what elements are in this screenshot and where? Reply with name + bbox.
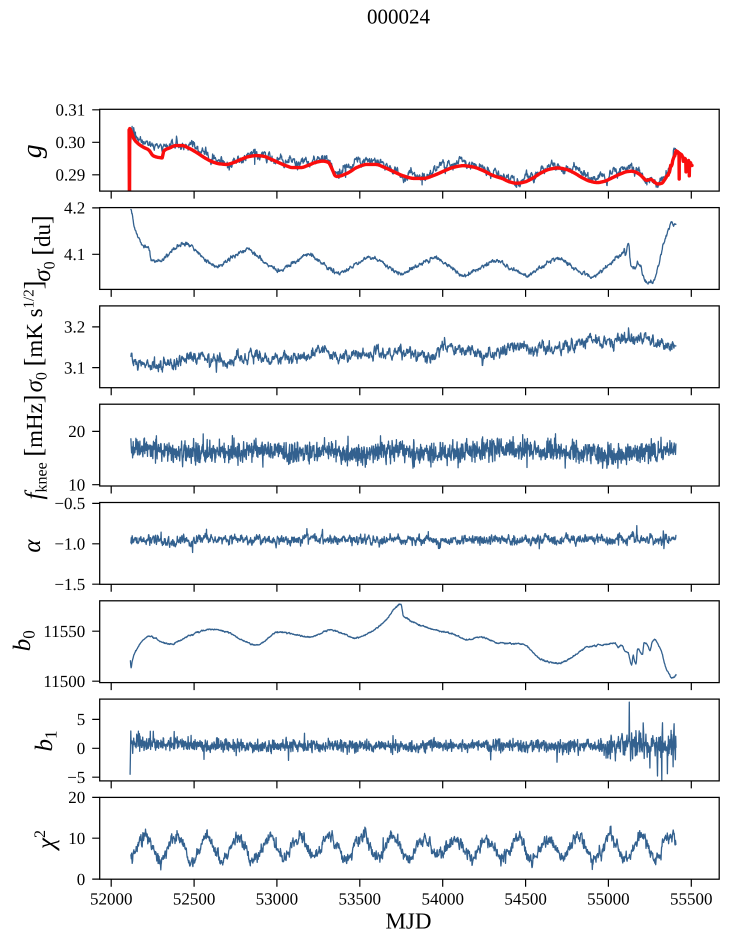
svg-text:53500: 53500 — [339, 889, 382, 908]
svg-text:52000: 52000 — [90, 889, 133, 908]
svg-text:g: g — [17, 144, 48, 158]
svg-text:53000: 53000 — [256, 889, 299, 908]
svg-text:20: 20 — [68, 422, 85, 441]
svg-text:55500: 55500 — [670, 889, 713, 908]
svg-text:MJD: MJD — [385, 909, 431, 934]
svg-text:−5: −5 — [67, 768, 85, 787]
svg-text:b0: b0 — [9, 630, 39, 651]
svg-text:55000: 55000 — [587, 889, 630, 908]
svg-text:0.29: 0.29 — [56, 166, 86, 185]
svg-text:σ0 [mK s1/2]: σ0 [mK s1/2] — [19, 281, 51, 393]
svg-text:000024: 000024 — [367, 5, 431, 29]
svg-text:3.1: 3.1 — [64, 358, 85, 377]
svg-text:54500: 54500 — [504, 889, 547, 908]
svg-text:5: 5 — [77, 710, 86, 729]
svg-text:−0.5: −0.5 — [54, 494, 85, 513]
svg-text:−1.5: −1.5 — [54, 575, 85, 594]
svg-text:0.30: 0.30 — [56, 133, 86, 152]
svg-text:52500: 52500 — [173, 889, 216, 908]
svg-text:11550: 11550 — [43, 622, 85, 641]
svg-text:4.2: 4.2 — [64, 199, 85, 218]
svg-text:10: 10 — [68, 829, 85, 848]
svg-text:10: 10 — [68, 475, 85, 494]
svg-text:54000: 54000 — [421, 889, 464, 908]
svg-text:0.31: 0.31 — [56, 101, 86, 120]
svg-text:4.1: 4.1 — [64, 245, 85, 264]
svg-text:20: 20 — [68, 788, 85, 807]
svg-text:0: 0 — [77, 870, 86, 889]
svg-text:b1: b1 — [31, 731, 61, 752]
svg-text:σ0 [du]: σ0 [du] — [27, 215, 59, 281]
svg-text:fknee [mHz]: fknee [mHz] — [19, 395, 51, 500]
svg-text:0: 0 — [77, 739, 86, 758]
svg-text:3.2: 3.2 — [64, 318, 85, 337]
svg-text:−1.0: −1.0 — [54, 535, 85, 554]
svg-text:11500: 11500 — [43, 672, 85, 691]
svg-text:α: α — [19, 539, 46, 553]
svg-text:χ2: χ2 — [32, 830, 60, 851]
